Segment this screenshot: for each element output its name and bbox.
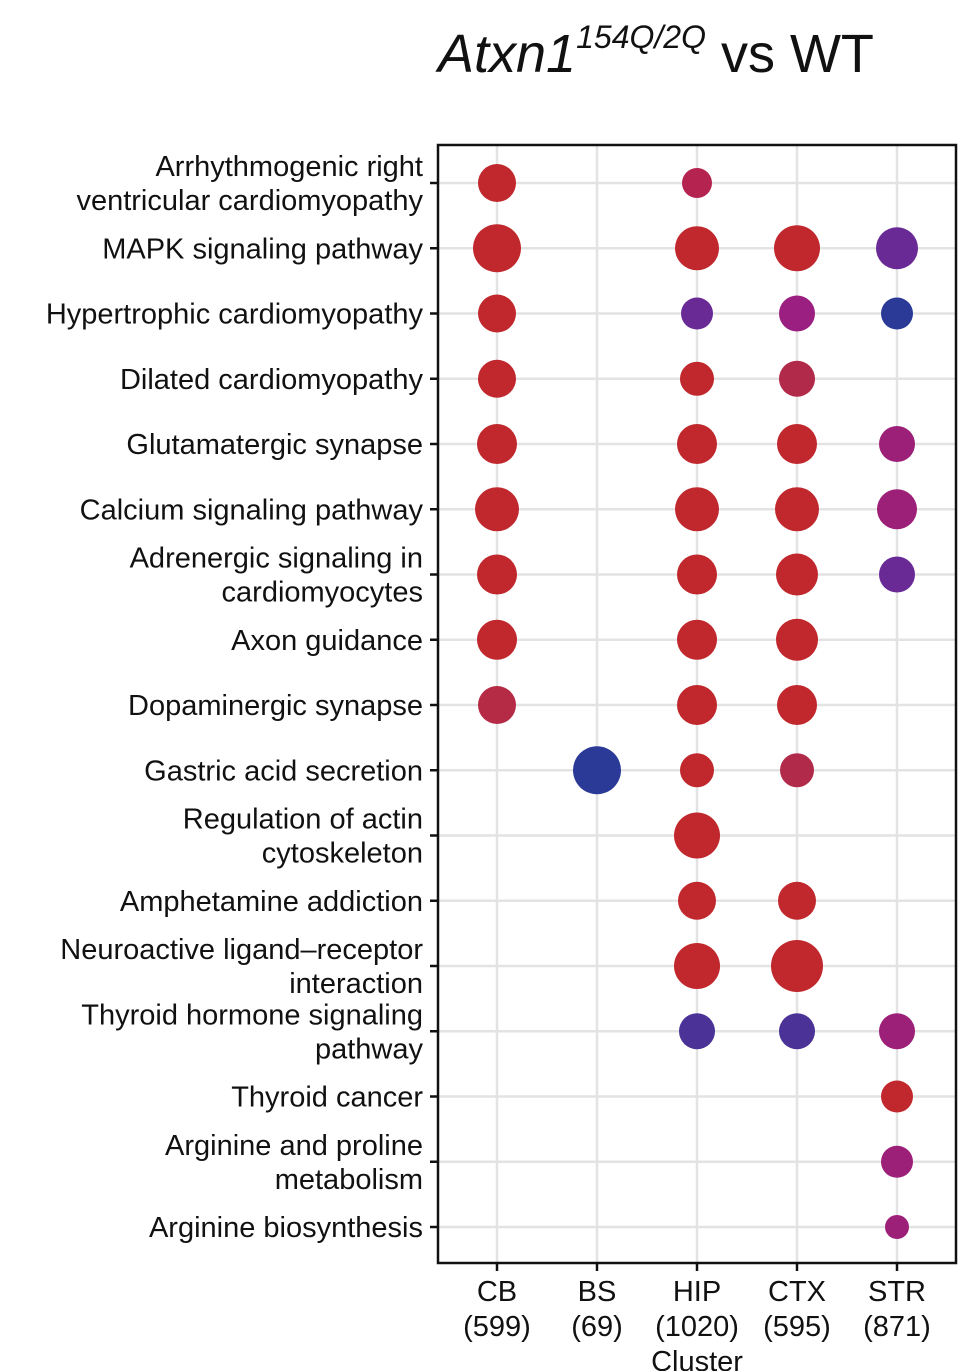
dot-str-4 (879, 426, 915, 462)
x-tick-count-hip: (1020) (655, 1311, 739, 1343)
x-axis-ticks: CB(599) BS(69) HIP(1020) CTX(595) STR(871) (463, 1263, 931, 1343)
chart-title-superscript: 154Q/2Q (576, 19, 706, 55)
y-tick-label-10-0: Regulation of actin (183, 804, 423, 836)
dot-ctx-11 (778, 881, 816, 920)
data-points (473, 164, 918, 1239)
dot-hip-12 (674, 943, 720, 989)
dot-str-6 (879, 556, 915, 593)
y-tick-label-15-1: metabolism (275, 1164, 423, 1196)
x-tick-label-ctx: CTX (768, 1276, 826, 1308)
x-tick-label-bs: BS (578, 1276, 617, 1308)
dot-ctx-1 (774, 225, 820, 272)
dot-cb-5 (475, 487, 519, 532)
y-tick-label-13-0: Thyroid hormone signaling (81, 999, 423, 1031)
dot-hip-11 (678, 881, 716, 920)
y-tick-label-15-0: Arginine and proline (165, 1130, 423, 1162)
chart-title: Atxn1154Q/2Q vs WT (435, 19, 874, 84)
dot-cb-8 (478, 686, 516, 724)
y-tick-label-12-1: interaction (289, 968, 423, 1000)
dot-ctx-4 (777, 424, 817, 464)
dot-ctx-2 (779, 295, 815, 332)
y-tick-label-13-1: pathway (315, 1033, 424, 1065)
dot-ctx-13 (779, 1013, 815, 1050)
dot-hip-5 (675, 487, 719, 532)
chart-title-italic: Atxn1 (435, 24, 576, 84)
dot-str-1 (876, 227, 918, 270)
dot-ctx-7 (776, 618, 818, 661)
chart-title-rest: vs WT (706, 24, 874, 84)
y-tick-label-3-0: Dilated cardiomyopathy (120, 364, 424, 396)
dot-cb-3 (478, 359, 516, 398)
dot-str-2 (881, 297, 913, 330)
y-tick-label-0-1: ventricular cardiomyopathy (76, 185, 423, 217)
dot-ctx-9 (780, 753, 814, 788)
dot-cb-6 (477, 554, 517, 595)
dot-hip-1 (675, 226, 719, 271)
y-tick-label-14-0: Thyroid cancer (231, 1082, 423, 1114)
y-tick-label-16-0: Arginine biosynthesis (149, 1212, 423, 1244)
dot-str-13 (879, 1013, 915, 1050)
y-tick-label-7-0: Axon guidance (231, 625, 423, 657)
y-tick-label-10-1: cytoskeleton (262, 838, 423, 870)
y-tick-label-6-0: Adrenergic signaling in (130, 543, 423, 575)
dot-cb-7 (477, 619, 517, 660)
dot-hip-8 (677, 685, 717, 725)
dot-cb-4 (477, 424, 517, 464)
y-tick-label-9-0: Gastric acid secretion (144, 755, 423, 787)
x-tick-count-cb: (599) (463, 1311, 531, 1343)
y-tick-label-11-0: Amphetamine addiction (120, 886, 423, 918)
y-tick-label-2-0: Hypertrophic cardiomyopathy (46, 299, 424, 331)
dot-str-16 (885, 1215, 909, 1239)
x-axis-title: Cluster (651, 1346, 743, 1371)
x-tick-count-ctx: (595) (763, 1311, 831, 1343)
x-tick-label-hip: HIP (673, 1276, 721, 1308)
dot-hip-7 (677, 619, 717, 660)
dot-ctx-6 (776, 553, 818, 596)
dot-cb-1 (473, 224, 521, 273)
dot-hip-4 (677, 424, 717, 464)
dot-ctx-8 (777, 685, 817, 725)
dot-hip-10 (674, 812, 720, 859)
dot-str-15 (881, 1145, 913, 1178)
dot-hip-6 (677, 554, 717, 595)
y-tick-label-6-1: cardiomyocytes (222, 577, 423, 609)
dot-cb-2 (478, 294, 516, 333)
dot-bs-9 (573, 746, 621, 795)
x-tick-label-str: STR (868, 1276, 926, 1308)
dot-ctx-12 (771, 940, 823, 992)
dot-hip-9 (680, 753, 714, 788)
y-tick-label-12-0: Neuroactive ligand–receptor (60, 934, 423, 966)
dot-hip-3 (680, 361, 714, 396)
y-tick-label-5-0: Calcium signaling pathway (80, 494, 424, 526)
y-tick-label-8-0: Dopaminergic synapse (128, 690, 423, 722)
y-tick-label-1-0: MAPK signaling pathway (102, 233, 423, 265)
x-tick-label-cb: CB (477, 1276, 517, 1308)
y-tick-label-0-0: Arrhythmogenic right (155, 151, 423, 183)
dot-hip-2 (681, 297, 713, 330)
dot-str-14 (881, 1080, 913, 1113)
dot-cb-0 (478, 164, 516, 202)
dot-ctx-5 (775, 487, 819, 532)
dot-ctx-3 (779, 360, 815, 397)
dot-hip-13 (679, 1013, 715, 1050)
x-tick-count-str: (871) (863, 1311, 931, 1343)
x-tick-count-bs: (69) (571, 1311, 623, 1343)
dot-str-5 (877, 489, 917, 530)
dot-hip-0 (682, 168, 712, 198)
y-tick-label-4-0: Glutamatergic synapse (126, 429, 423, 461)
